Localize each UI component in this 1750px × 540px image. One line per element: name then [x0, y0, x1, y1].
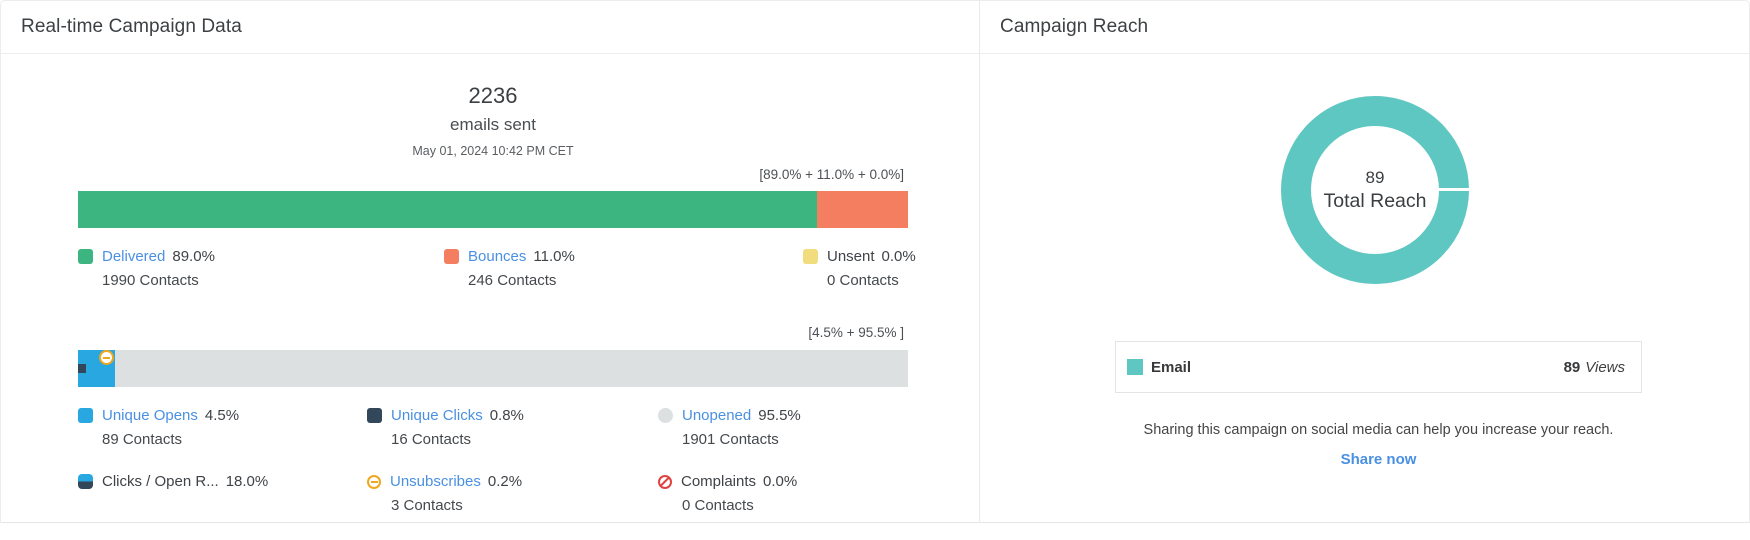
unsent-pct: 0.0%	[881, 248, 916, 265]
unique-clicks-swatch-icon	[367, 408, 382, 423]
emails-sent-summary: 2236 emails sent May 01, 2024 10:42 PM C…	[78, 83, 908, 159]
unsent-swatch-icon	[803, 249, 818, 264]
unique-clicks-bar-marker[interactable]	[78, 364, 86, 373]
opens-bar-annotation: [4.5% + 95.5% ]	[808, 325, 904, 340]
left-panel-header: Real-time Campaign Data	[1, 1, 979, 54]
complaints-pct: 0.0%	[763, 473, 798, 490]
clicks-open-ratio-label: Clicks / Open R...	[102, 473, 219, 490]
delivered-link[interactable]: Delivered	[102, 248, 166, 265]
legend-bounces: Bounces 11.0% 246 Contacts	[444, 247, 575, 290]
legend-unsent: Unsent 0.0% 0 Contacts	[803, 247, 916, 290]
delivered-pct: 89.0%	[172, 248, 215, 265]
right-panel-title: Campaign Reach	[1000, 16, 1149, 37]
bounces-pct: 11.0%	[533, 248, 575, 265]
emails-sent-timestamp: May 01, 2024 10:42 PM CET	[412, 144, 574, 158]
legend-unopened: Unopened 95.5% 1901 Contacts	[658, 406, 801, 449]
delivered-swatch-icon	[78, 249, 93, 264]
unique-opens-link[interactable]: Unique Opens	[102, 407, 198, 424]
delivery-bar-annotation: [89.0% + 11.0% + 0.0%]	[759, 167, 904, 182]
clicks-open-ratio-icon	[78, 474, 93, 489]
unopened-pct: 95.5%	[758, 407, 801, 424]
unique-opens-pct: 4.5%	[204, 407, 240, 424]
unique-clicks-link[interactable]: Unique Clicks	[391, 407, 483, 424]
email-swatch-icon	[1127, 359, 1143, 375]
emails-sent-count: 2236	[468, 83, 518, 108]
unsubscribes-pct: 0.2%	[487, 473, 523, 490]
unopened-swatch-icon	[658, 408, 673, 423]
unsubscribes-minus-icon	[367, 474, 381, 489]
legend-complaints: Complaints 0.0% 0 Contacts	[658, 472, 797, 515]
email-views-unit: Views	[1585, 358, 1625, 376]
total-reach-label: Total Reach	[1323, 189, 1427, 212]
clicks-open-ratio-pct: 18.0%	[225, 473, 269, 490]
bounces-link[interactable]: Bounces	[468, 248, 527, 265]
unsent-contacts: 0 Contacts	[827, 272, 899, 289]
legend-delivered: Delivered 89.0% 1990 Contacts	[78, 247, 215, 290]
donut-slice-divider	[1438, 188, 1470, 191]
share-now-link[interactable]: Share now	[1340, 451, 1417, 468]
unique-opens-swatch-icon	[78, 408, 93, 423]
bounces-swatch-icon	[444, 249, 459, 264]
unique-opens-contacts: 89 Contacts	[102, 431, 183, 448]
complaints-prohibited-icon	[658, 474, 672, 489]
email-reach-row: Email 89 Views	[1115, 341, 1642, 393]
right-panel-header: Campaign Reach	[980, 1, 1749, 54]
legend-unsubscribes: Unsubscribes 0.2% 3 Contacts	[367, 472, 522, 515]
bounces-bar-segment[interactable]	[816, 191, 908, 228]
emails-sent-label: emails sent	[450, 115, 536, 134]
unique-opens-bar-segment[interactable]	[78, 350, 116, 387]
left-panel-title: Real-time Campaign Data	[21, 16, 242, 37]
campaign-reach-panel: Campaign Reach 89 Total Reach Email 89 V…	[979, 1, 1749, 523]
opens-stacked-bar	[78, 350, 908, 387]
delivered-contacts: 1990 Contacts	[102, 272, 199, 289]
unopened-link[interactable]: Unopened	[682, 407, 752, 424]
unopened-contacts: 1901 Contacts	[682, 431, 779, 448]
email-channel-label: Email	[1151, 358, 1192, 376]
total-reach-value: 89	[1365, 167, 1385, 187]
legend-unique-opens: Unique Opens 4.5% 89 Contacts	[78, 406, 239, 449]
dashboard-card: Real-time Campaign Data 2236 emails sent…	[0, 0, 1750, 523]
unsent-label: Unsent	[827, 248, 875, 265]
unique-clicks-pct: 0.8%	[489, 407, 524, 424]
unique-clicks-contacts: 16 Contacts	[391, 431, 472, 448]
bounces-contacts: 246 Contacts	[468, 272, 557, 289]
complaints-label: Complaints	[681, 473, 757, 490]
unsubscribes-bar-marker-icon[interactable]	[99, 350, 114, 365]
realtime-campaign-data-panel: Real-time Campaign Data 2236 emails sent…	[1, 1, 979, 523]
delivered-bar-segment[interactable]	[78, 191, 817, 228]
unsubscribes-link[interactable]: Unsubscribes	[390, 473, 481, 490]
delivery-stacked-bar	[78, 191, 908, 228]
complaints-contacts: 0 Contacts	[682, 497, 754, 514]
email-views-value: 89	[1563, 358, 1581, 376]
unsubscribes-contacts: 3 Contacts	[391, 497, 463, 514]
legend-unique-clicks: Unique Clicks 0.8% 16 Contacts	[367, 406, 524, 449]
legend-clicks-open-ratio: Clicks / Open R... 18.0%	[78, 472, 268, 491]
share-message: Sharing this campaign on social media ca…	[1143, 422, 1614, 438]
